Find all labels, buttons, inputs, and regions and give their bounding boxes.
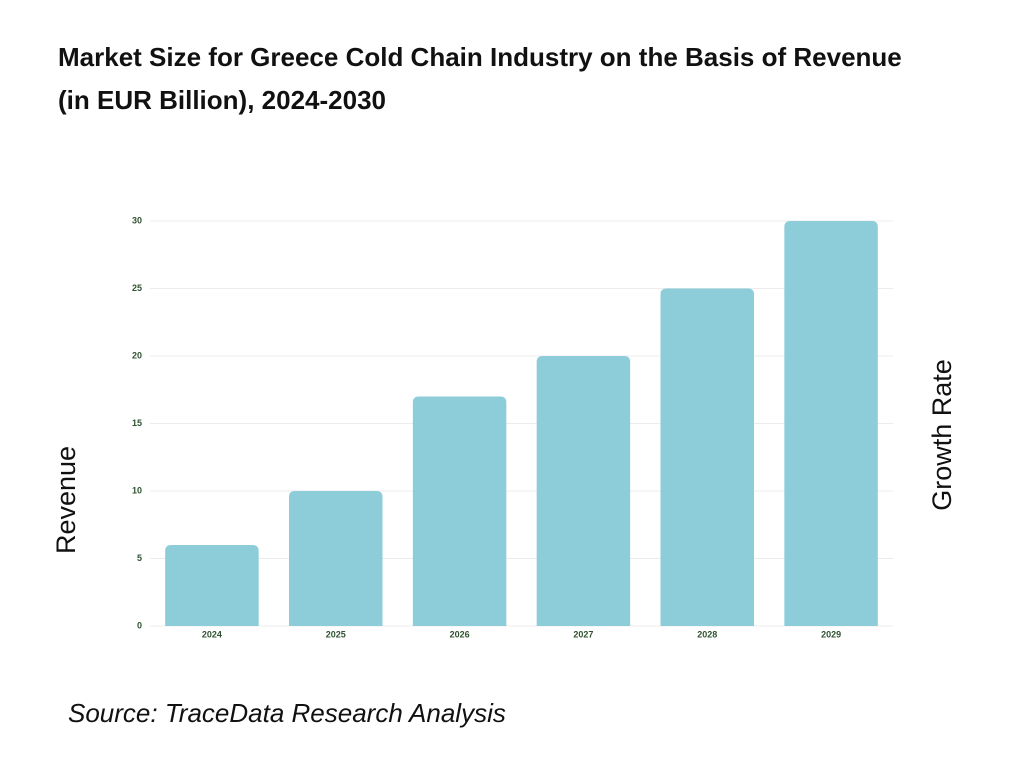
chart-title: Market Size for Greece Cold Chain Indust… — [58, 42, 902, 115]
x-tick-label: 2024 — [202, 629, 222, 639]
bar — [536, 356, 631, 626]
y-tick-label: 5 — [137, 553, 142, 563]
y-tick-label: 0 — [137, 620, 142, 630]
bar — [660, 288, 754, 626]
bar — [165, 545, 259, 626]
source-note: Source: TraceData Research Analysis — [68, 698, 506, 728]
x-tick-label: 2028 — [697, 629, 717, 639]
x-tick-label: 2027 — [573, 629, 593, 639]
bar — [784, 221, 878, 626]
x-tick-label: 2029 — [821, 629, 841, 639]
x-tick-label: 2026 — [450, 629, 470, 639]
y-tick-label: 30 — [132, 215, 142, 225]
y-tick-label: 25 — [132, 283, 142, 293]
y-tick-label: 15 — [132, 418, 142, 428]
y-tick-label: 20 — [132, 350, 142, 360]
y-axis-label: Revenue — [51, 446, 81, 554]
y-tick-label: 10 — [132, 485, 142, 495]
y2-axis-label: Growth Rate — [927, 359, 957, 511]
x-tick-label: 2025 — [326, 629, 346, 639]
bar — [289, 491, 383, 626]
bar — [412, 396, 507, 626]
